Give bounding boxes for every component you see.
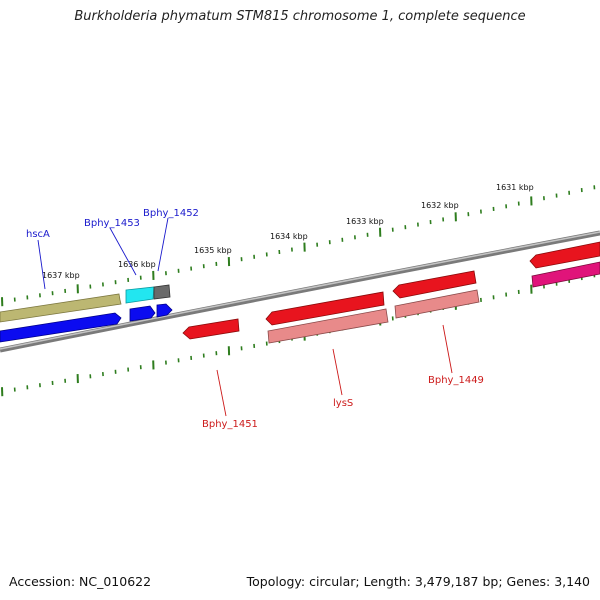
leader-bphy1453 [109, 227, 137, 276]
gene-label-bphy1449[interactable]: Bphy_1449 [428, 375, 484, 386]
cds-right-feature[interactable] [529, 241, 600, 269]
kbp-label-1636: 1636 kbp [118, 260, 156, 269]
accession-text: Accession: NC_010622 [9, 574, 152, 589]
gene-right-feature[interactable] [531, 261, 600, 288]
kbp-label-1635: 1635 kbp [194, 246, 232, 255]
chromosome-backbone-highlight [0, 231, 600, 350]
map-title: Burkholderia phymatum STM815 chromosome … [74, 9, 526, 24]
cds-lyss-feature[interactable] [265, 291, 385, 326]
kbp-label-1631: 1631 kbp [496, 183, 534, 192]
leader-bphy1451 [216, 369, 227, 417]
cds-bphy1453-feature[interactable] [129, 305, 156, 322]
gene-label-bphy1453[interactable]: Bphy_1453 [84, 218, 140, 229]
kbp-label-1634: 1634 kbp [270, 232, 308, 241]
chromosome-backbone [0, 230, 600, 353]
kbp-label-1633: 1633 kbp [346, 217, 384, 226]
leader-bphy1449 [442, 324, 453, 374]
cds-bphy1452-feature[interactable] [156, 303, 173, 318]
gene-bphy1449-feature[interactable] [394, 289, 480, 319]
gene-label-hsca[interactable]: hscA [26, 229, 50, 240]
gene-label-bphy1452[interactable]: Bphy_1452 [143, 208, 199, 219]
leader-bphy1452 [157, 217, 169, 272]
gene-bphy1453-feature[interactable] [125, 286, 155, 304]
forward-features [0, 284, 173, 343]
topology-summary-text: Topology: circular; Length: 3,479,187 bp… [246, 574, 590, 589]
gene-label-lyss[interactable]: lysS [333, 398, 353, 409]
gene-hsca-feature[interactable] [0, 293, 122, 323]
reverse-features [182, 241, 600, 344]
gene-labels: hscA Bphy_1453 Bphy_1452 Bphy_1451 lysS … [26, 208, 484, 430]
kbp-label-1632: 1632 kbp [421, 201, 459, 210]
cds-bphy1451-feature[interactable] [182, 318, 240, 340]
cds-hsca-feature[interactable] [0, 312, 122, 343]
kbp-label-1637: 1637 kbp [42, 271, 80, 280]
gene-label-bphy1451[interactable]: Bphy_1451 [202, 419, 258, 430]
outer-tick-ring [1, 185, 596, 307]
leader-hsca [37, 239, 46, 290]
kbp-labels: 1637 kbp 1636 kbp 1635 kbp 1634 kbp 1633… [42, 183, 534, 280]
cds-bphy1449-feature[interactable] [392, 270, 477, 299]
label-leaders [37, 217, 453, 417]
gene-bphy1452-feature[interactable] [153, 284, 171, 300]
leader-lyss [332, 348, 343, 396]
gene-lyss-feature[interactable] [267, 308, 389, 344]
